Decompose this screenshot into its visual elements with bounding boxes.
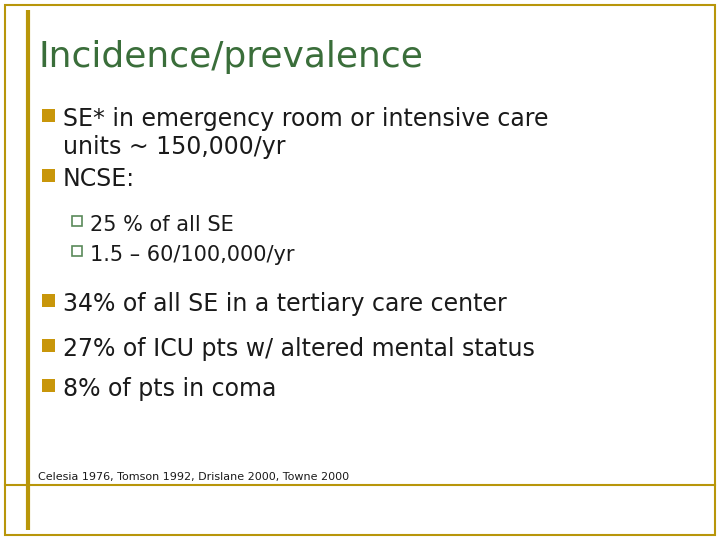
Bar: [42, 339, 55, 352]
Text: SE* in emergency room or intensive care
units ~ 150,000/yr: SE* in emergency room or intensive care …: [63, 107, 549, 159]
Bar: [42, 109, 55, 122]
Bar: [42, 294, 55, 307]
Text: Incidence/prevalence: Incidence/prevalence: [38, 40, 423, 74]
Text: 1.5 – 60/100,000/yr: 1.5 – 60/100,000/yr: [90, 245, 294, 265]
Bar: [42, 169, 55, 182]
Text: 8% of pts in coma: 8% of pts in coma: [63, 377, 276, 401]
Text: 34% of all SE in a tertiary care center: 34% of all SE in a tertiary care center: [63, 292, 507, 316]
Text: 27% of ICU pts w/ altered mental status: 27% of ICU pts w/ altered mental status: [63, 337, 535, 361]
Text: 25 % of all SE: 25 % of all SE: [90, 215, 234, 235]
Bar: [72, 246, 82, 256]
Text: Celesia 1976, Tomson 1992, Drislane 2000, Towne 2000: Celesia 1976, Tomson 1992, Drislane 2000…: [38, 472, 349, 482]
Text: NCSE:: NCSE:: [63, 167, 135, 191]
Bar: [72, 216, 82, 226]
Bar: [42, 379, 55, 392]
